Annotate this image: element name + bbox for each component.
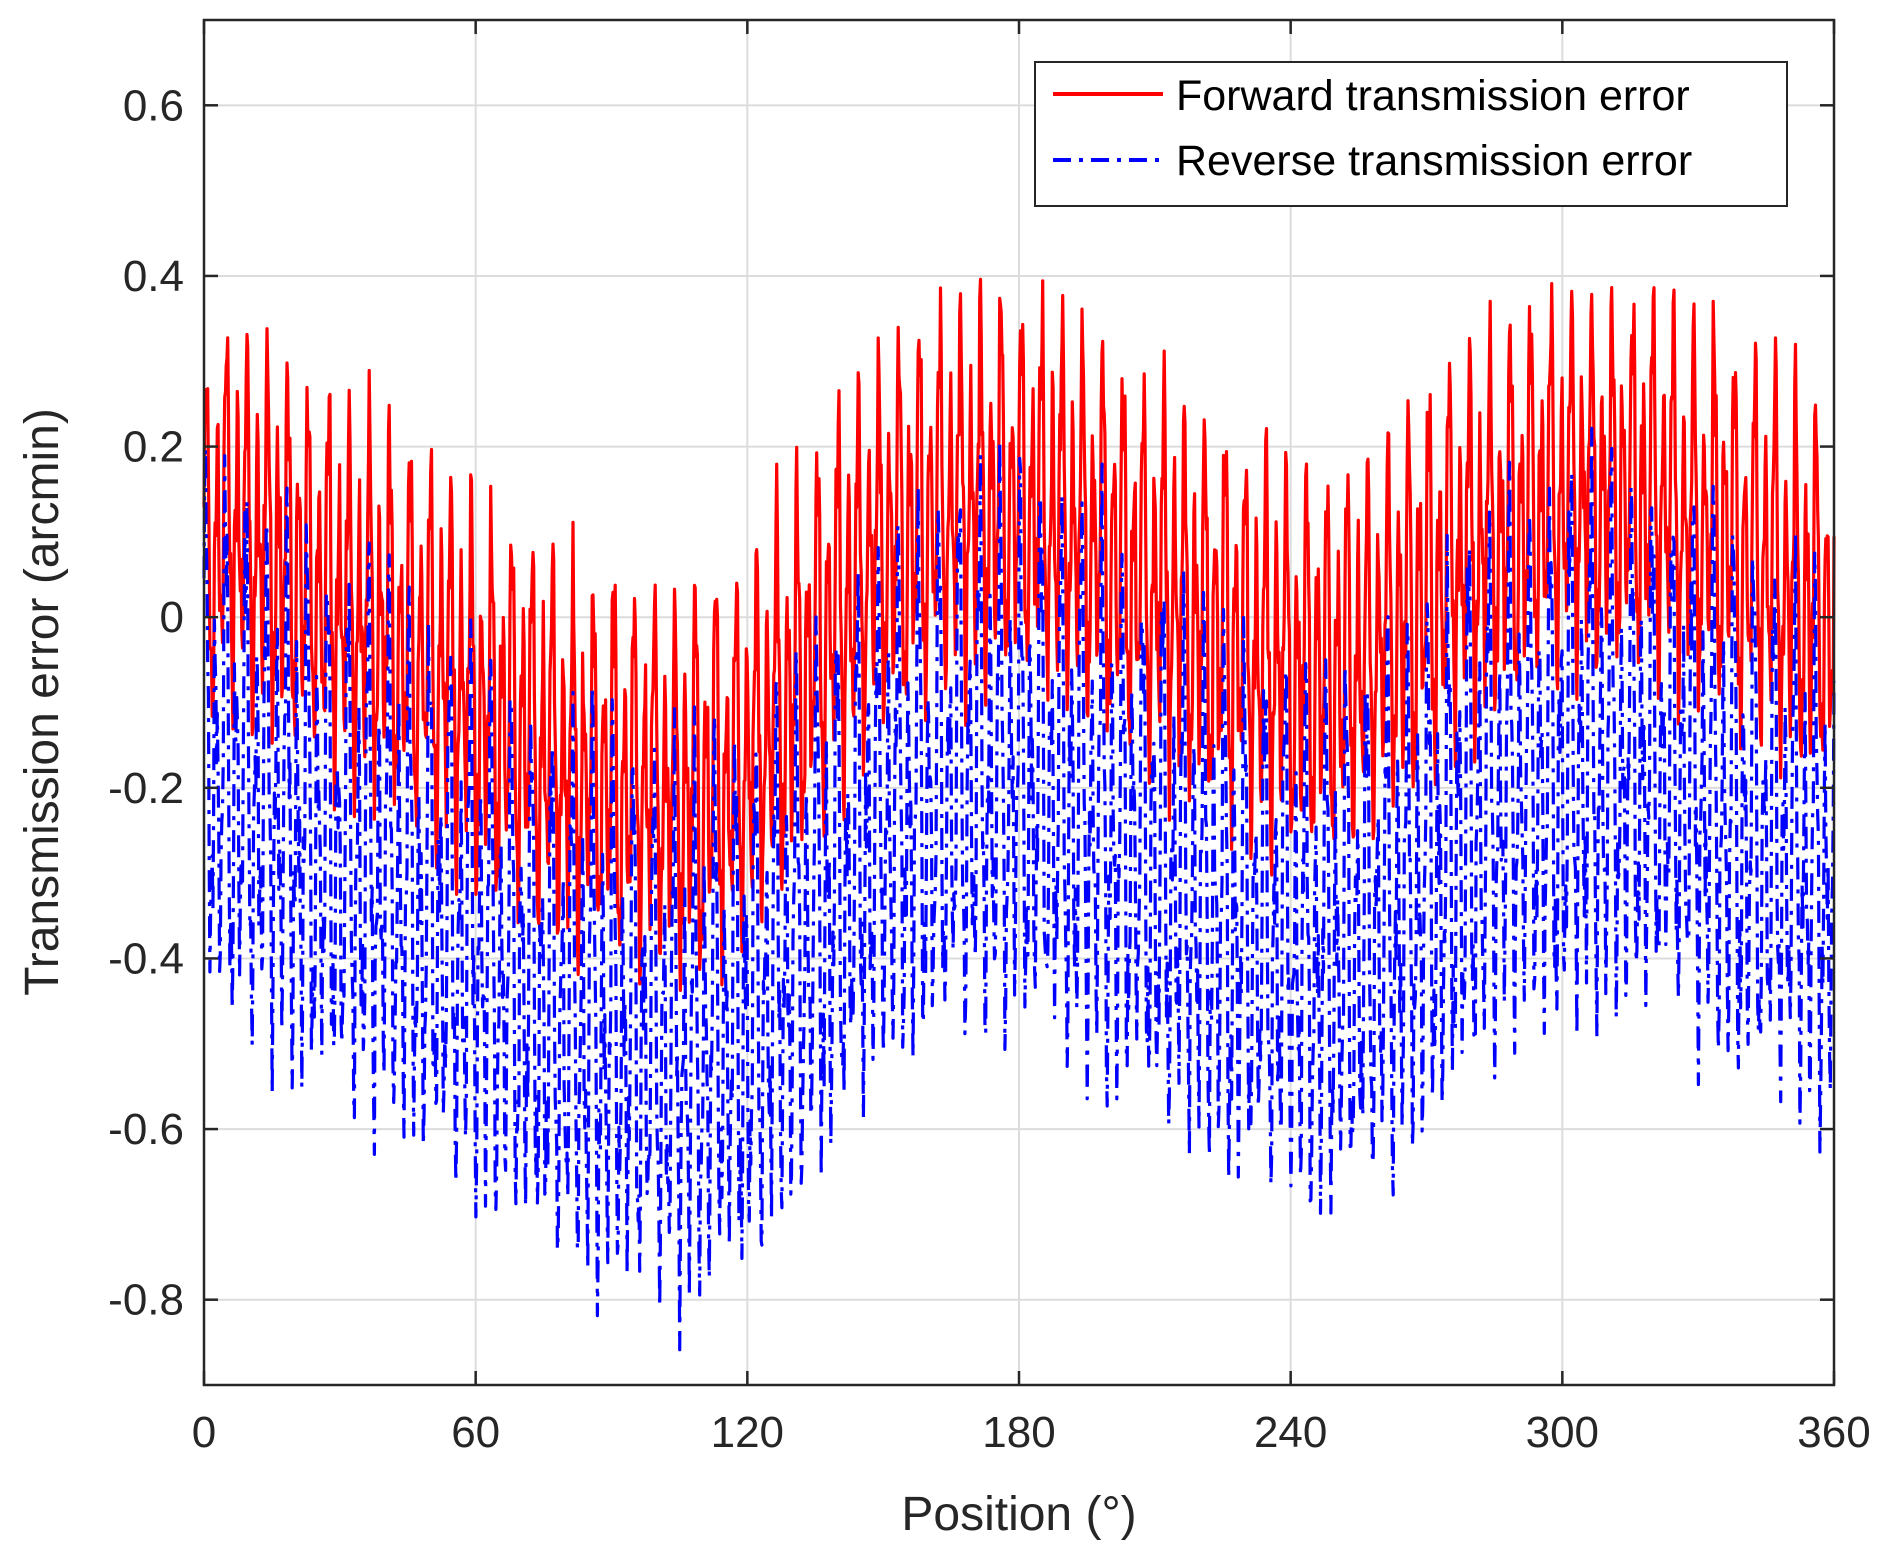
legend-label-forward: Forward transmission error	[1176, 72, 1690, 120]
x-axis-label: Position (°)	[901, 1488, 1136, 1541]
y-tick-label: 0	[160, 593, 184, 642]
y-tick-label: -0.2	[108, 764, 184, 813]
x-tick-label: 180	[982, 1408, 1055, 1457]
y-tick-label: -0.8	[108, 1276, 184, 1325]
y-tick-label: -0.4	[108, 934, 184, 983]
legend-box	[1034, 61, 1788, 207]
tick-labels: 0 60 120 180 240 300 360 -0.8 -0.6 -0.4 -0.2 0 0.2 0.…	[108, 81, 1871, 1457]
x-tick-label: 60	[451, 1408, 500, 1457]
y-tick-label: 0.6	[123, 81, 184, 130]
reverse-error-series-line	[202, 426, 1836, 1352]
legend: Forward transmission error Reverse trans…	[1034, 61, 1788, 207]
y-axis-label: Transmission error (arcmin)	[16, 408, 69, 996]
x-tick-label: 240	[1254, 1408, 1327, 1457]
x-tick-label: 300	[1526, 1408, 1599, 1457]
forward-error-series-line	[202, 277, 1836, 993]
x-tick-label: 120	[711, 1408, 784, 1457]
y-tick-label: -0.6	[108, 1105, 184, 1154]
axis-ticks	[202, 20, 1836, 1385]
y-tick-label: 0.4	[123, 252, 184, 301]
series-layer	[202, 277, 1836, 1352]
x-tick-label: 360	[1797, 1408, 1870, 1457]
x-tick-label: 0	[192, 1408, 216, 1457]
legend-label-reverse: Reverse transmission error	[1176, 137, 1692, 185]
y-tick-label: 0.2	[123, 423, 184, 472]
